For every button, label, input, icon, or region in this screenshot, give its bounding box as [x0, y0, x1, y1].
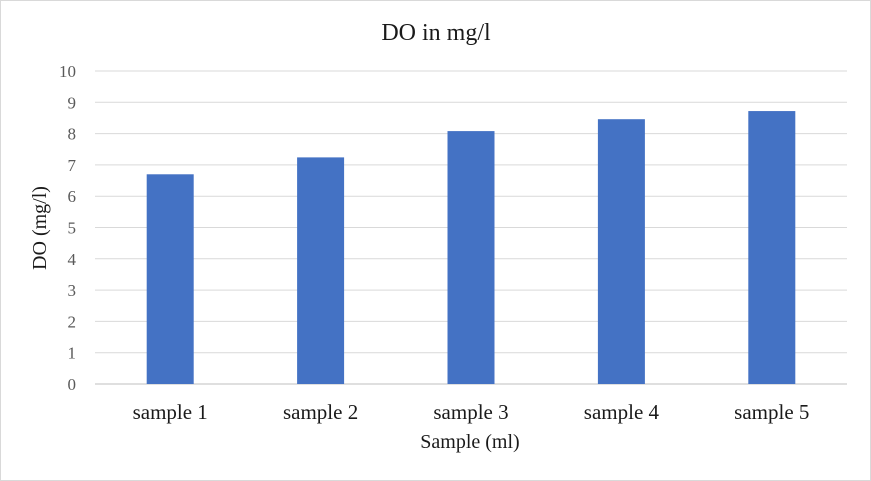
y-tick-label: 6 — [68, 187, 77, 206]
bar — [447, 131, 495, 384]
x-tick-label: sample 5 — [734, 400, 809, 424]
x-axis-ticks: sample 1 sample 2 sample 3 sample 4 sample 5 — [133, 400, 810, 424]
x-tick-label: sample 3 — [433, 400, 508, 424]
bars — [146, 111, 796, 385]
y-tick-label: 8 — [68, 125, 77, 144]
bar — [597, 119, 645, 385]
y-axis-ticks: 0 1 2 3 4 5 6 7 8 9 10 — [59, 62, 77, 394]
y-tick-label: 7 — [68, 156, 77, 175]
y-tick-label: 9 — [68, 93, 77, 112]
y-tick-label: 2 — [68, 312, 77, 331]
y-axis-label: DO (mg/l) — [29, 186, 51, 270]
x-tick-label: sample 4 — [584, 400, 660, 424]
chart-title: DO in mg/l — [381, 20, 491, 46]
y-tick-label: 1 — [68, 344, 77, 363]
y-tick-label: 10 — [59, 62, 76, 81]
y-tick-label: 4 — [68, 250, 77, 269]
bar — [146, 174, 194, 384]
bar — [748, 111, 796, 385]
x-tick-label: sample 1 — [133, 400, 208, 424]
bar — [297, 157, 345, 384]
x-axis-label: Sample (ml) — [420, 431, 519, 453]
x-tick-label: sample 2 — [283, 400, 358, 424]
y-tick-label: 3 — [68, 281, 77, 300]
y-tick-label: 5 — [68, 219, 77, 238]
y-tick-label: 0 — [68, 375, 77, 394]
